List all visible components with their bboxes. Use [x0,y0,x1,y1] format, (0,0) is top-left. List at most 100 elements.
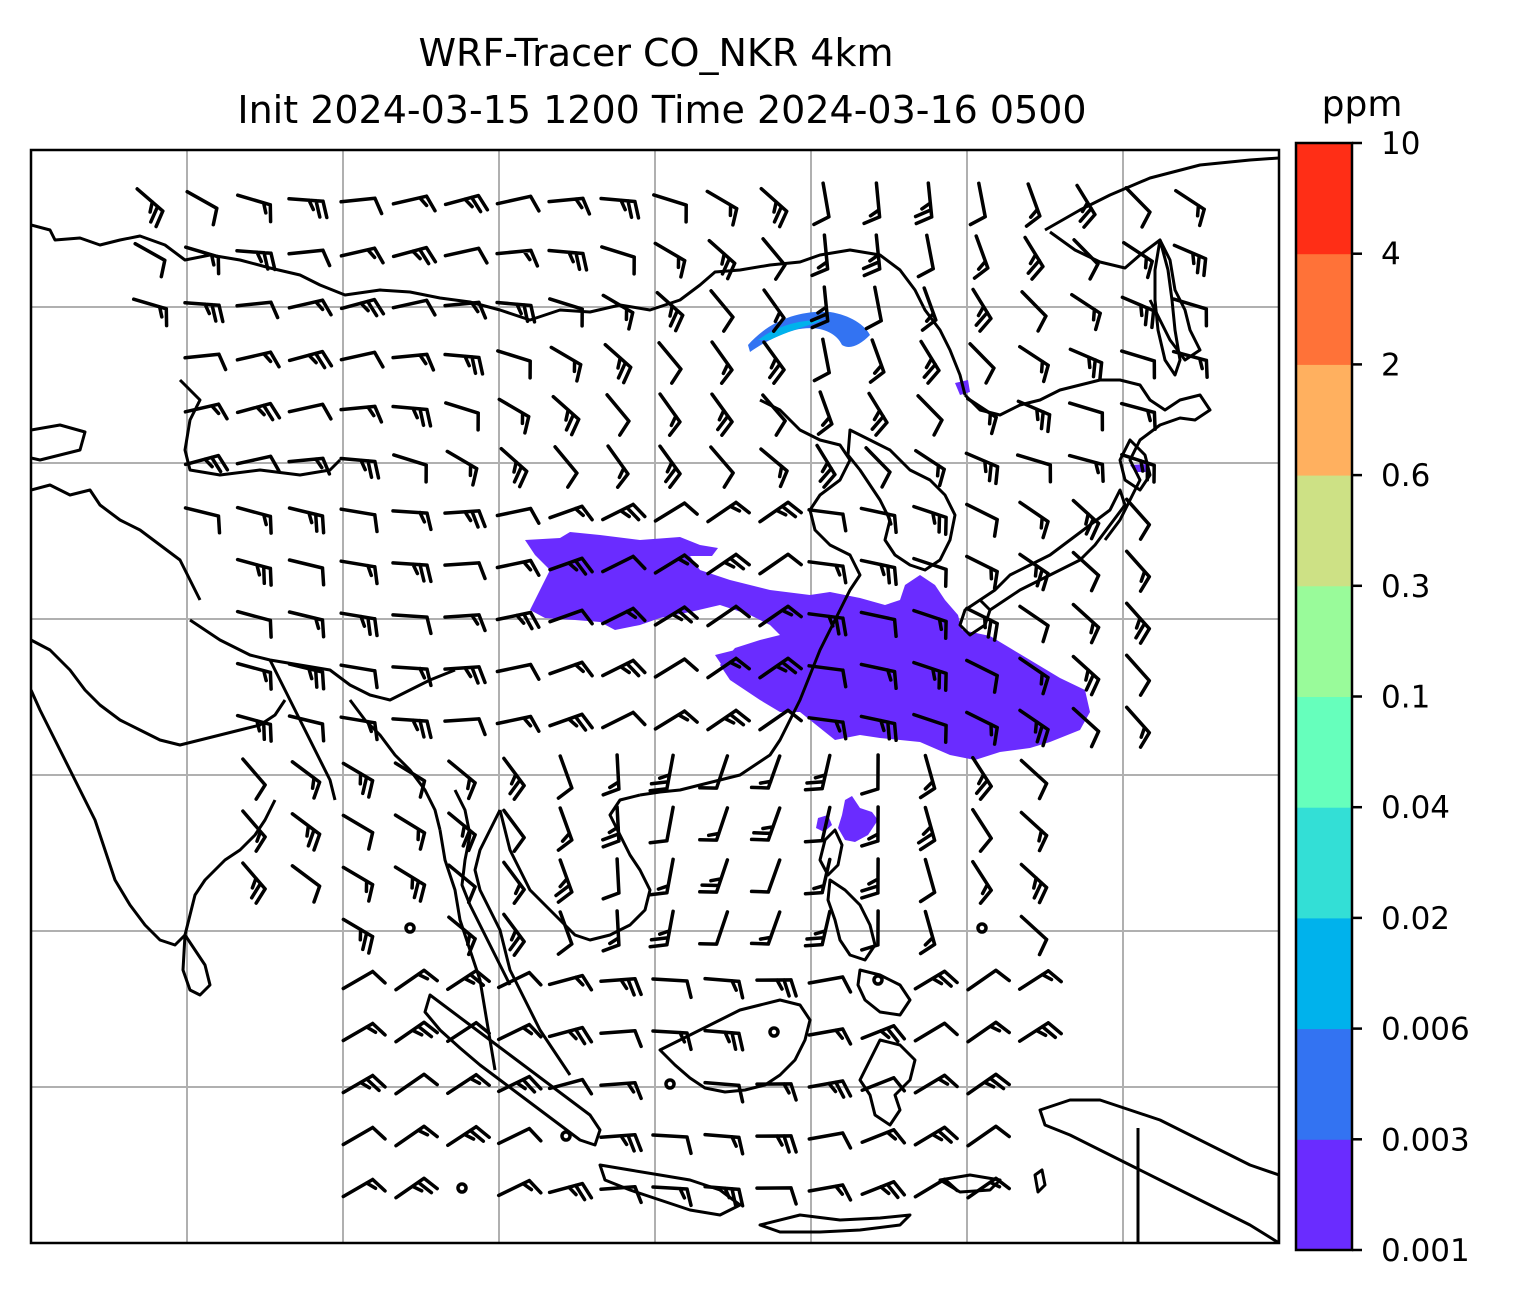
wind-barb-104 [287,456,332,476]
chart-title-line2: Init 2024-03-15 1200 Time 2024-03-16 050… [237,88,1086,132]
wind-barb-147 [601,554,647,574]
wind-barb-189 [912,660,948,692]
wind-barb-206 [859,714,898,743]
wind-barb-39 [1072,238,1100,281]
wind-barb-101 [1119,401,1157,431]
wind-barb-201 [601,710,647,730]
wind-barb-0 [135,187,165,229]
wind-barb-14 [862,181,882,226]
wind-barb-70 [549,345,583,383]
wind-barb-162 [443,613,487,633]
wind-barb-306 [547,1077,594,1096]
colorbar-tick-label-6: 0.3 [1381,569,1430,605]
wind-barb-336 [755,1186,798,1206]
wind-barb-226 [971,755,993,801]
wind-barb-251 [601,857,621,901]
wind-barb-35 [861,233,882,278]
wind-barb-273 [1019,914,1049,957]
wind-barb-217 [502,756,526,801]
wind-barb-188 [859,662,898,691]
wind-barb-170 [859,610,898,639]
wind-barb-168 [758,604,803,628]
coast-india-west [31,689,277,947]
wind-barb-331 [496,1178,543,1198]
wind-barb-89 [497,397,531,435]
colorbar-unit-label: ppm [1322,84,1403,125]
wind-barb-292 [547,1025,594,1046]
wind-barb-13 [812,181,831,227]
wind-barb-158 [235,609,273,639]
wind-barb-37 [972,234,990,280]
wind-barb-96 [867,391,889,437]
wind-barb-276 [446,968,491,992]
wind-barb-321 [651,1133,693,1156]
wind-barb-203 [706,708,751,732]
wind-barb-259 [1019,862,1049,905]
wind-barb-311 [807,1079,853,1099]
colorbar-bands [1296,143,1352,1251]
wind-barb-84 [235,401,282,422]
colorbar-tick-label-8: 2 [1381,347,1401,383]
colorbar-band-9 [1296,143,1352,255]
wind-barb-303 [394,1072,439,1096]
wind-barb-266 [648,909,675,949]
wind-barb-257 [918,857,937,904]
wind-barb-313 [913,1073,959,1095]
wind-barb-258 [971,859,993,905]
wind-barb-65 [287,349,334,370]
wind-calm-272 [976,922,988,934]
wind-barb-289 [394,1020,439,1044]
wind-barb-34 [810,233,830,278]
wind-barb-95 [816,390,834,436]
wind-barb-208 [965,710,999,746]
wind-barb-146 [548,556,594,576]
wind-barb-93 [710,392,734,437]
wind-barb-86 [339,404,384,424]
wind-barb-42 [131,297,169,328]
wind-barb-218 [556,754,574,800]
wind-barb-291 [496,1022,543,1042]
wind-barb-43 [183,301,225,324]
wind-barb-280 [651,977,693,1000]
wind-barb-124 [339,507,379,534]
wind-barb-221 [698,754,730,790]
wind-barb-40 [1122,240,1154,280]
wind-barb-138 [1071,498,1101,541]
wind-barb-117 [964,451,1000,486]
wind-barb-315 [341,1125,387,1147]
wind-barb-16 [968,181,987,227]
wind-barb-29 [547,248,589,272]
wind-barb-24 [287,248,332,268]
wind-barb-337 [807,1183,853,1202]
wind-barb-121 [183,506,222,535]
colorbar-band-3 [1296,807,1352,919]
plume-main-west [525,532,1090,760]
wind-barb-44 [235,300,280,320]
wind-barb-47 [391,298,437,317]
wind-barb-78 [968,342,996,385]
wind-barb-255 [803,857,832,896]
wind-barb-299 [913,1021,959,1043]
wind-barb-161 [391,613,433,636]
wind-barb-235 [601,805,621,849]
wind-barb-194 [235,713,273,743]
wind-barb-15 [913,181,934,226]
colorbar: ppm 0.001 0.003 0.006 0.02 0.04 0.1 0.3 0.6 2 4 10 [1294,84,1470,1269]
wind-barb-8 [547,196,592,216]
wind-barb-256 [860,857,880,900]
wind-barb-179 [391,665,433,688]
wind-barb-241 [916,805,937,852]
wind-barb-220 [648,753,675,793]
wind-barb-108 [499,446,529,489]
wind-barb-135 [912,504,948,536]
map-frame [29,148,1281,1245]
wind-barb-294 [651,1029,693,1052]
wind-barb-159 [287,610,326,639]
wind-barb-163 [495,610,541,631]
wind-calm-308 [664,1078,676,1090]
wind-barb-41 [1172,243,1208,278]
wind-barb-7 [495,194,541,213]
wind-barb-219 [601,753,621,797]
wind-barb-192 [1071,654,1101,697]
colorbar-ticks: 0.001 0.003 0.006 0.02 0.04 0.1 0.3 0.6 2 4 10 [1352,126,1470,1269]
